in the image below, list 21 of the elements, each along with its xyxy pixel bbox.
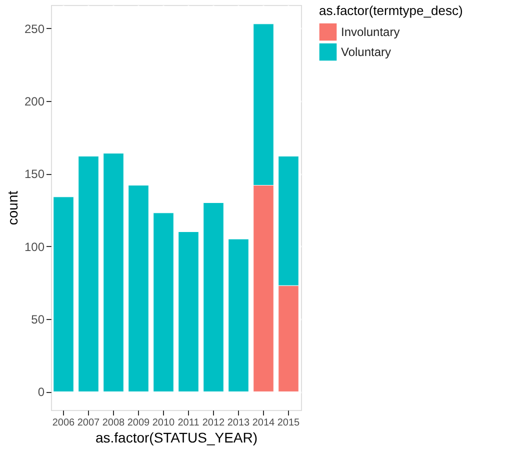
y-tick-label: 0 (38, 385, 45, 400)
x-tick-label: 2015 (277, 418, 300, 428)
x-tick-label: 2013 (227, 418, 250, 428)
y-tick-label: 200 (24, 94, 45, 108)
x-tick-label: 2009 (127, 418, 150, 428)
x-tick-label: 2014 (252, 418, 276, 428)
x-axis-title: as.factor(STATUS_YEAR) (95, 430, 258, 446)
legend-label: Involuntary (341, 25, 400, 39)
x-tick-label: 2007 (77, 418, 100, 428)
y-tick-label: 100 (24, 240, 45, 254)
x-tick-label: 2010 (152, 418, 176, 428)
x-tick-label: 2012 (202, 418, 226, 428)
legend-title: as.factor(termtype_desc) (319, 3, 463, 18)
y-tick-label: 250 (24, 22, 45, 36)
legend-label: Voluntary (341, 45, 392, 59)
x-tick-label: 2006 (52, 418, 76, 428)
x-tick-label: 2008 (102, 418, 126, 428)
y-tick-label: 50 (31, 312, 45, 326)
y-axis-title: count (4, 190, 20, 226)
x-tick-label: 2011 (178, 418, 200, 428)
y-tick-label: 150 (24, 167, 45, 182)
